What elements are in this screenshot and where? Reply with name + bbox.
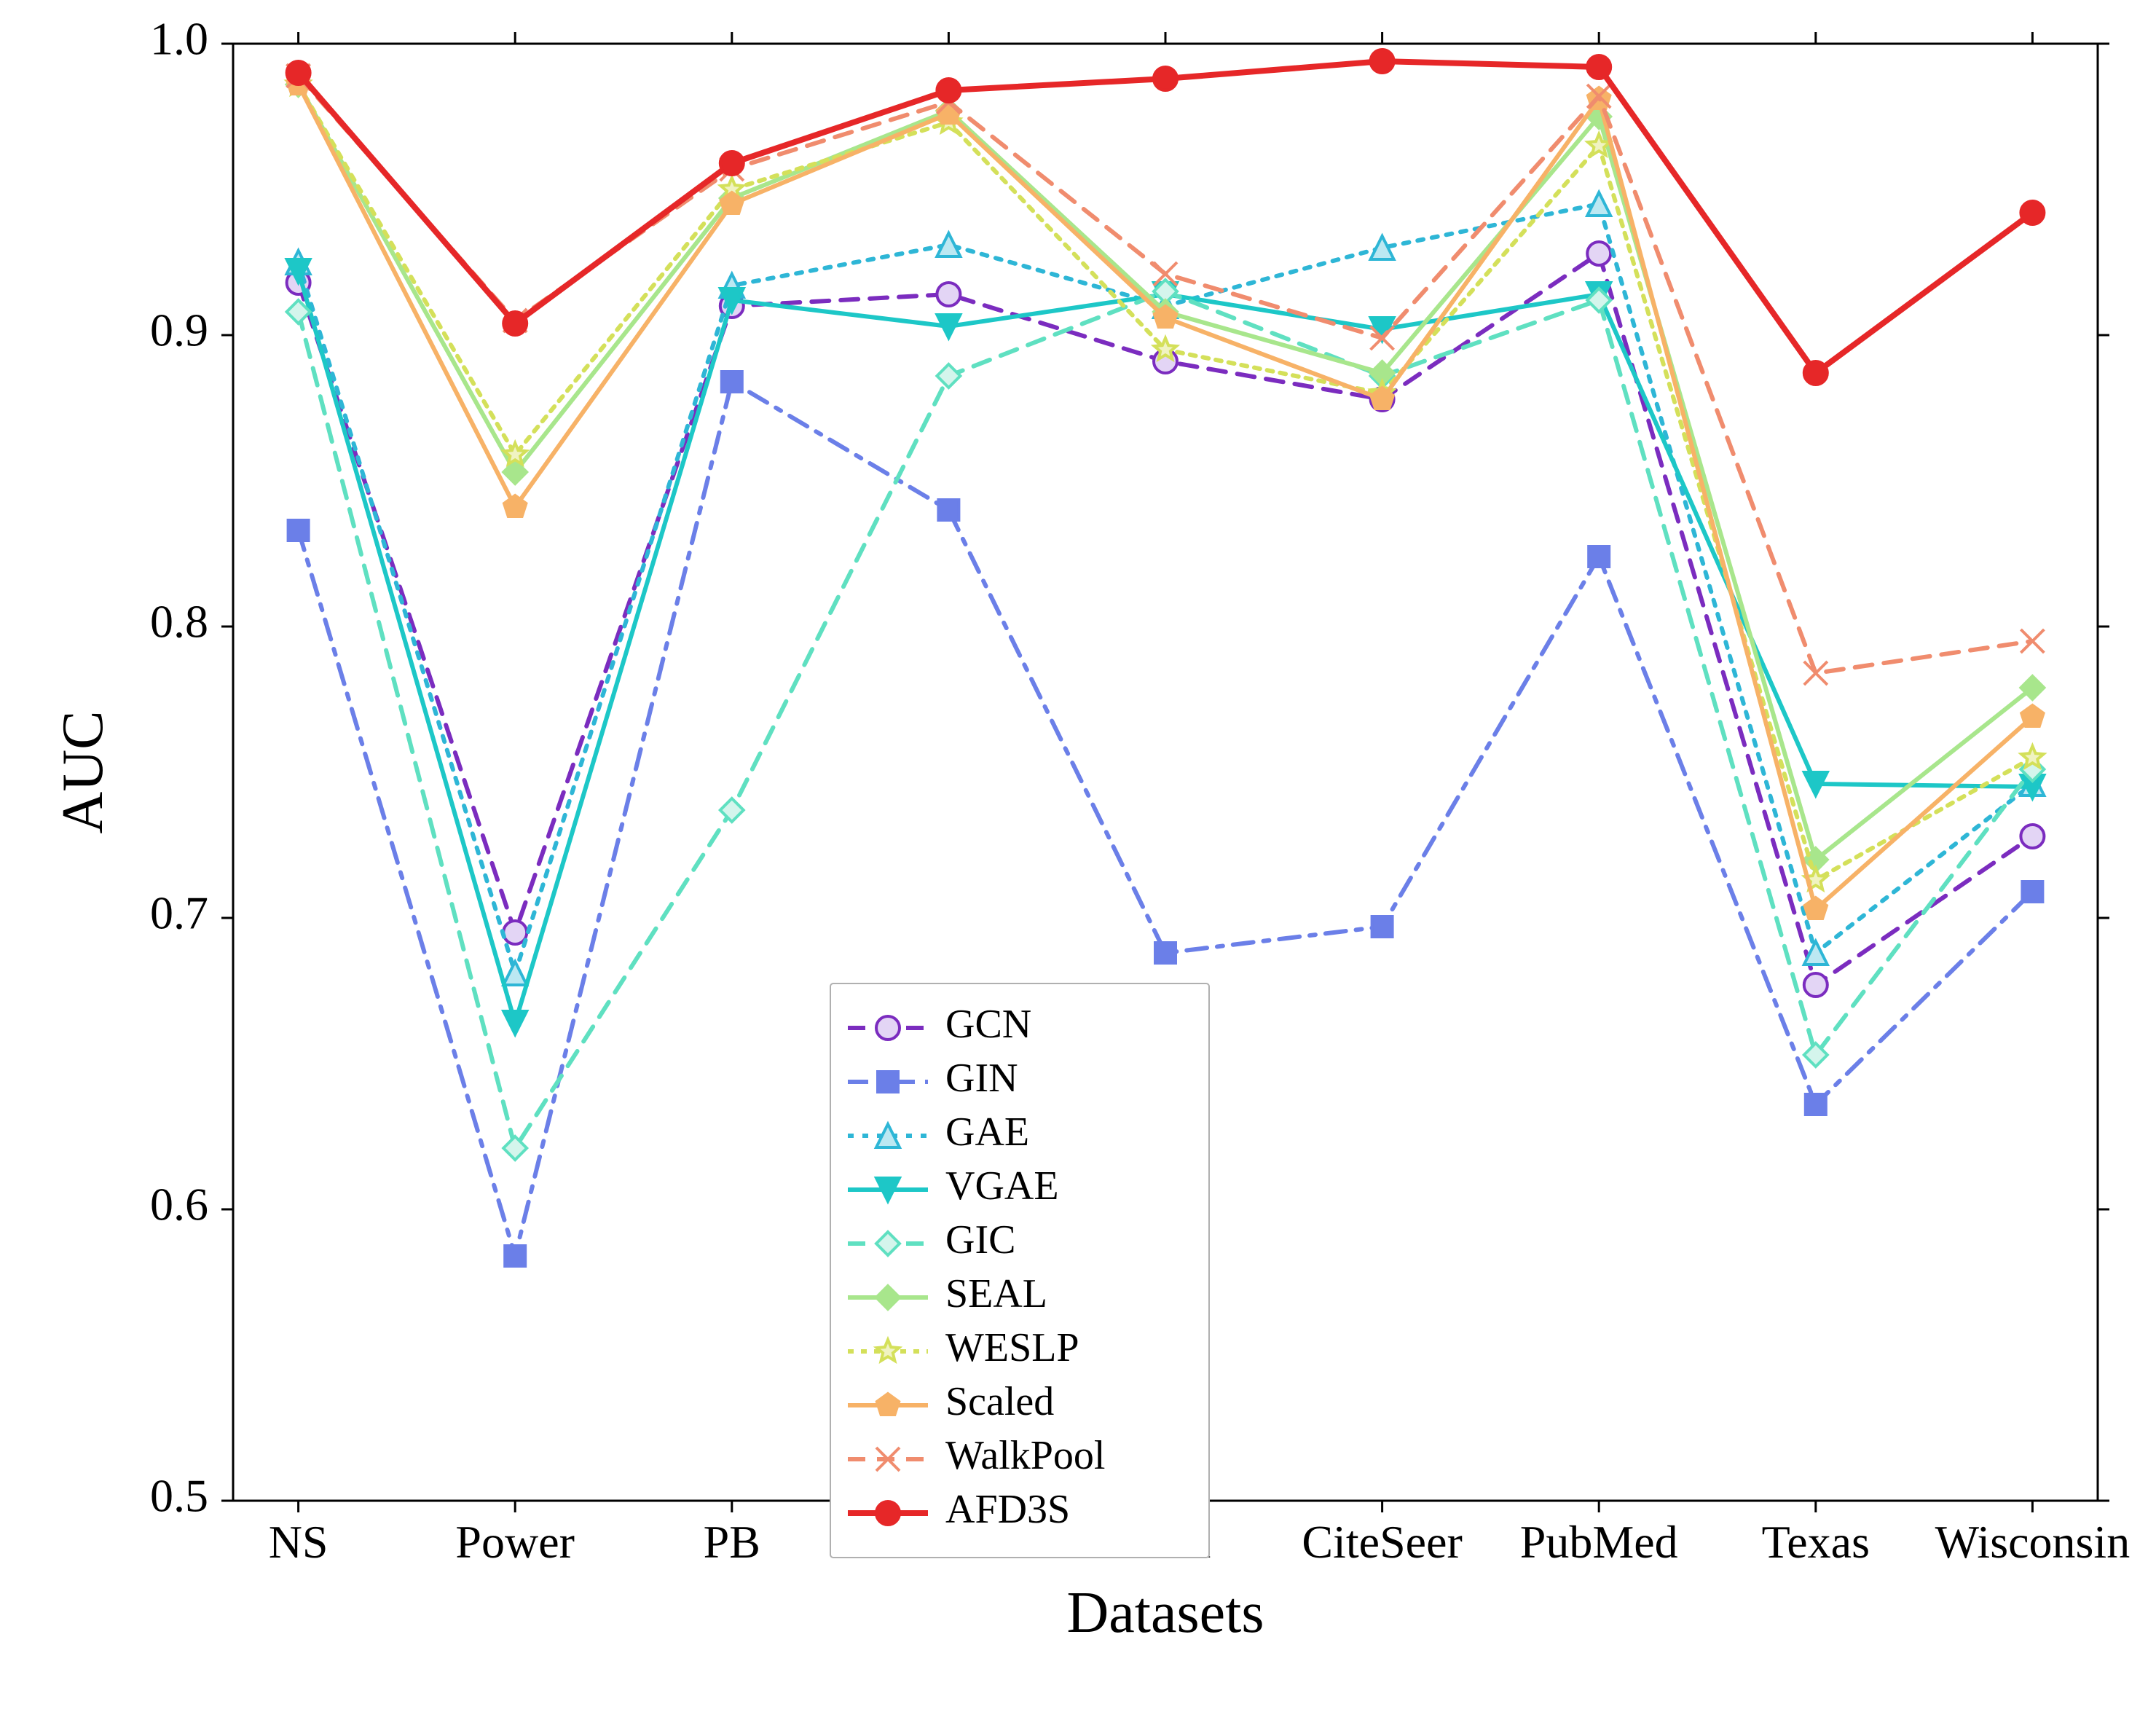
series-marker <box>1804 973 1828 997</box>
series-marker <box>937 79 960 102</box>
series-marker <box>2021 629 2044 653</box>
series-marker <box>1587 242 1610 265</box>
legend-label: GAE <box>945 1110 1029 1155</box>
series-marker <box>1589 546 1609 567</box>
x-tick-label: Wisconsin <box>1935 1516 2131 1568</box>
series-marker <box>722 372 742 392</box>
legend-label: AFD3S <box>945 1487 1070 1532</box>
series-marker <box>1804 361 1828 385</box>
series-line <box>299 271 2033 1023</box>
series-marker <box>503 312 527 335</box>
series-marker <box>937 283 960 306</box>
legend-label: GCN <box>945 1002 1031 1047</box>
series-line <box>299 85 2033 909</box>
series-marker <box>288 520 309 541</box>
x-tick-label: PB <box>704 1516 760 1568</box>
series-marker <box>1371 50 1394 73</box>
x-tick-label: NS <box>269 1516 328 1568</box>
x-tick-label: CiteSeer <box>1302 1516 1462 1568</box>
legend-label: VGAE <box>945 1163 1059 1209</box>
series-marker <box>720 798 744 822</box>
series-marker <box>2021 825 2044 848</box>
y-tick-label: 0.5 <box>150 1470 208 1522</box>
y-tick-label: 0.9 <box>150 305 208 356</box>
y-tick-label: 0.8 <box>150 596 208 648</box>
legend-label: WalkPool <box>945 1433 1106 1478</box>
y-tick-label: 0.7 <box>150 887 208 939</box>
series-marker <box>1372 916 1393 937</box>
legend-label: SEAL <box>945 1271 1047 1316</box>
series-weslp <box>287 73 2043 890</box>
x-tick-label: PubMed <box>1520 1516 1678 1568</box>
series-marker <box>938 500 959 520</box>
series-marker <box>503 962 527 985</box>
x-axis-label: Datasets <box>1066 1581 1264 1645</box>
series-marker <box>2021 201 2044 224</box>
series-marker <box>2022 881 2042 902</box>
series-marker <box>1804 661 1828 685</box>
series-marker <box>503 1136 527 1160</box>
legend-label: GIC <box>945 1217 1015 1263</box>
legend-swatch-marker <box>876 1016 900 1040</box>
x-tick-label: Texas <box>1762 1516 1870 1568</box>
chart-svg: 0.50.60.70.80.91.0NSPowerPBYeastCoraCite… <box>0 0 2156 1712</box>
series-vgae <box>287 259 2045 1034</box>
series-marker <box>503 1011 527 1034</box>
legend-swatch-marker <box>876 1501 900 1525</box>
legend-swatch-marker <box>878 1072 898 1092</box>
legend-label: Scaled <box>945 1379 1054 1424</box>
legend-label: WESLP <box>945 1325 1079 1370</box>
series-marker <box>937 364 960 388</box>
auc-line-chart: 0.50.60.70.80.91.0NSPowerPBYeastCoraCite… <box>0 0 2156 1712</box>
y-axis-label: AUC <box>51 711 115 834</box>
series-marker <box>287 61 310 85</box>
series-scaled <box>287 73 2043 919</box>
series-marker <box>1587 55 1610 79</box>
x-tick-label: Power <box>455 1516 575 1568</box>
series-marker <box>1155 943 1176 963</box>
series-seal <box>287 73 2045 871</box>
y-tick-label: 1.0 <box>150 13 208 65</box>
y-tick-label: 0.6 <box>150 1179 208 1230</box>
series-marker <box>1806 1094 1826 1115</box>
legend-label: GIN <box>945 1056 1018 1101</box>
series-marker <box>2021 705 2043 726</box>
series-marker <box>1154 67 1177 90</box>
series-marker <box>505 1246 525 1266</box>
series-line <box>299 85 2033 880</box>
series-marker <box>720 152 744 175</box>
